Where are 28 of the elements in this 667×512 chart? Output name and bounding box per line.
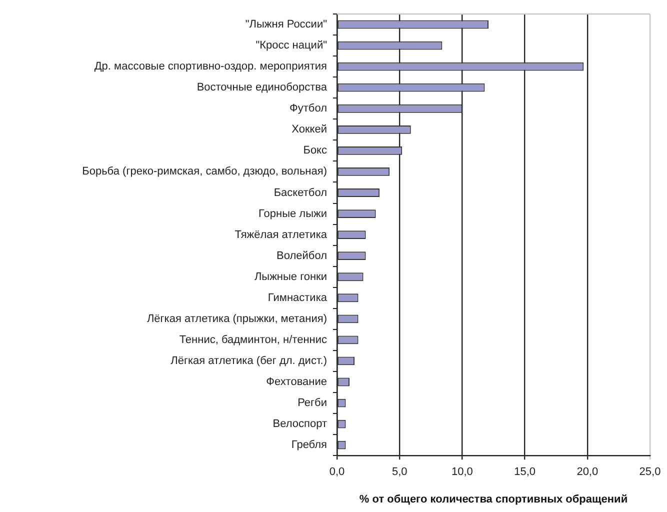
y-tick-label: Фехтование <box>266 376 327 388</box>
x-tick-label: 10,0 <box>451 466 473 478</box>
y-tick-label: Теннис, бадминтон, н/теннис <box>179 334 328 346</box>
y-tick-label: Лыжные гонки <box>254 270 327 283</box>
x-tick-label: 20,0 <box>576 466 598 478</box>
y-tick-label: Волейбол <box>276 250 327 262</box>
y-tick-label: Гимнастика <box>268 292 328 304</box>
y-tick-label: Лёгкая атлетика (бег дл. дист.) <box>170 355 327 368</box>
y-tick-label: Лёгкая атлетика (прыжки, метания) <box>146 312 327 325</box>
y-tick-label: "Кросс наций" <box>256 40 328 52</box>
y-tick-label: Тяжёлая атлетика <box>234 228 328 241</box>
y-tick-label: Футбол <box>290 102 327 115</box>
y-tick-label: "Лыжня России" <box>245 18 328 31</box>
y-tick-label: Восточные единоборства <box>196 82 328 94</box>
y-tick-label: Бокс <box>303 144 328 157</box>
x-axis-title: % от общего количества спортивных обращений <box>359 493 628 506</box>
y-tick-label: Регби <box>298 397 327 410</box>
x-tick-label: 0,0 <box>329 466 345 478</box>
y-tick-label: Борьба (греко-римская, самбо, дзюдо, вольная) <box>82 166 327 178</box>
y-tick-label: Горные лыжи <box>258 208 327 220</box>
x-tick-label: 5,0 <box>392 466 408 478</box>
y-tick-label: Велоспорт <box>272 418 327 430</box>
y-tick-label: Хоккей <box>292 124 327 136</box>
y-tick-label: Др. массовые спортивно-оздор. мероприятия <box>94 60 328 73</box>
x-tick-label: 25,0 <box>639 466 661 478</box>
y-tick-label: Баскетбол <box>274 186 327 199</box>
x-tick-label: 15,0 <box>514 466 536 478</box>
y-tick-label: Гребля <box>291 439 328 452</box>
